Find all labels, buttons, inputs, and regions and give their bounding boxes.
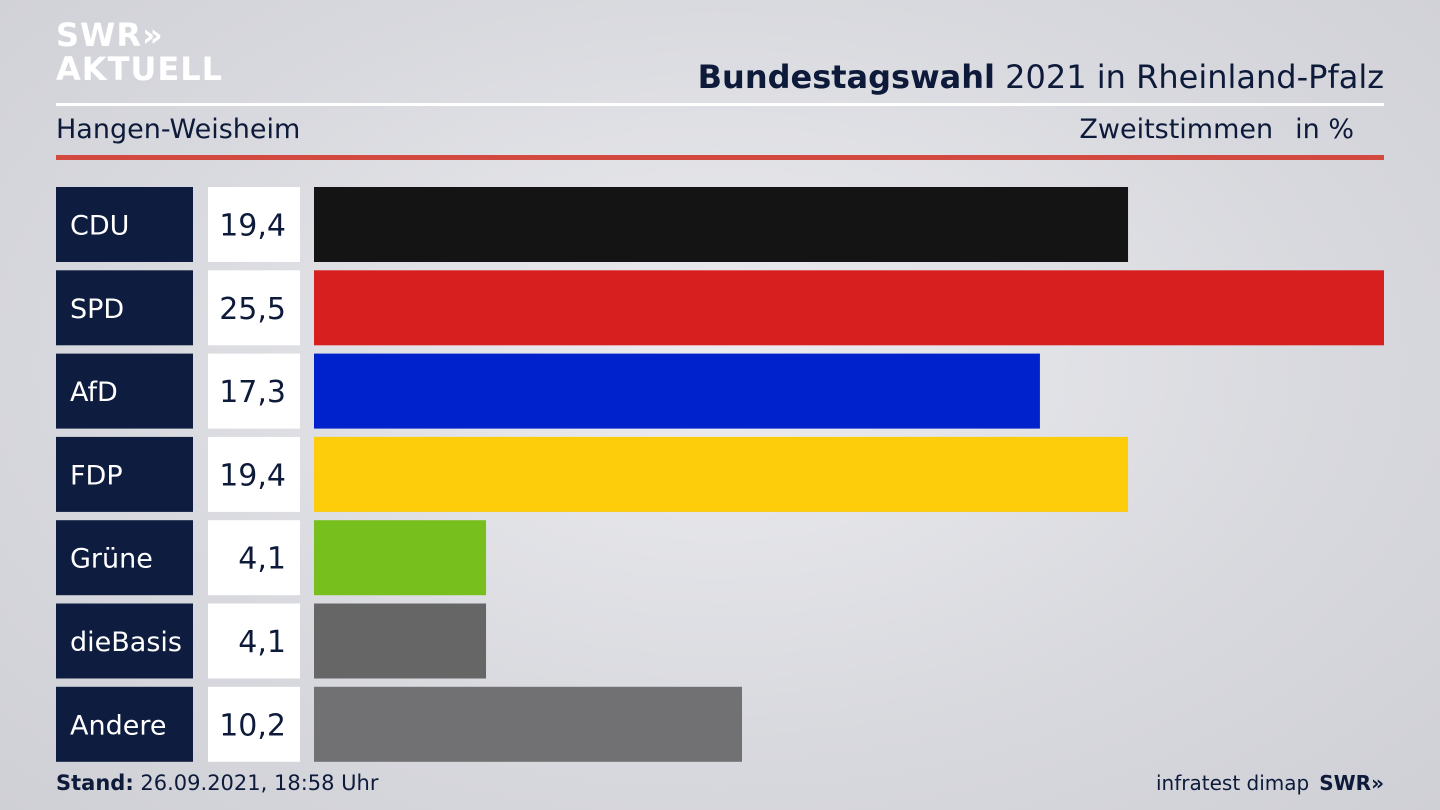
party-label-box xyxy=(56,520,193,596)
bar-gr-ne xyxy=(314,520,487,596)
party-label-box xyxy=(56,187,193,262)
location-label: Hangen-Weisheim xyxy=(56,114,301,145)
bar-row-diebasis: dieBasis 4,1 xyxy=(56,603,487,679)
swr-aktuell-logo: SWR» AKTUELL xyxy=(56,18,223,86)
accent-divider xyxy=(56,155,1384,160)
timestamp-value: 26.09.2021, 18:58 Uhr xyxy=(133,771,379,795)
measure-name: Zweitstimmen xyxy=(1079,114,1274,145)
data-label: 17,3 xyxy=(219,375,286,410)
timestamp: Stand: 26.09.2021, 18:58 Uhr xyxy=(56,771,379,795)
bar-spd xyxy=(314,270,1384,346)
data-label: 4,1 xyxy=(238,542,286,577)
party-label: AfD xyxy=(70,377,118,408)
source-credit: infratest dimap SWR» xyxy=(1156,771,1384,795)
bar-cdu xyxy=(314,187,1129,262)
timestamp-label: Stand: xyxy=(56,771,134,795)
party-label-box xyxy=(56,353,193,429)
chart-title: Bundestagswahl 2021 in Rheinland-Pfalz xyxy=(698,58,1384,96)
bar-diebasis xyxy=(314,603,487,679)
bar-row-afd: AfD 17,3 xyxy=(56,353,1040,429)
data-label: 19,4 xyxy=(219,458,286,493)
bar-row-cdu: CDU 19,4 xyxy=(56,187,1129,262)
party-label-box xyxy=(56,603,193,679)
party-label: Grüne xyxy=(70,544,153,575)
data-label: 4,1 xyxy=(238,625,286,660)
value-label-box xyxy=(208,353,300,429)
chart-title-rest: 2021 in Rheinland-Pfalz xyxy=(995,58,1384,96)
party-label: dieBasis xyxy=(70,627,182,658)
value-label-box xyxy=(208,187,300,262)
header-divider xyxy=(56,103,1384,106)
bar-andere xyxy=(314,686,742,762)
bar-row-spd: SPD 25,5 xyxy=(56,270,1384,346)
data-label: 10,2 xyxy=(219,708,286,743)
party-label: Andere xyxy=(70,710,166,741)
party-label-box xyxy=(56,436,193,512)
chart-title-bold: Bundestagswahl xyxy=(697,58,995,96)
bar-afd xyxy=(314,353,1040,429)
party-label: CDU xyxy=(70,211,129,242)
measure-label: Zweitstimmen in % xyxy=(1079,114,1354,145)
bar-row-andere: Andere 10,2 xyxy=(56,686,742,762)
value-label-box xyxy=(208,520,300,596)
bar-row-gr-ne: Grüne 4,1 xyxy=(56,520,487,596)
bar-fdp xyxy=(314,436,1129,512)
logo-line-1: SWR» xyxy=(56,16,164,54)
party-label-box xyxy=(56,270,193,346)
swr-logo-small: SWR» xyxy=(1319,771,1384,795)
party-label-box xyxy=(56,686,193,762)
measure-unit: in % xyxy=(1295,114,1354,145)
bar-row-fdp: FDP 19,4 xyxy=(56,436,1129,512)
party-label: SPD xyxy=(70,294,124,325)
value-label-box xyxy=(208,436,300,512)
data-label: 25,5 xyxy=(219,292,286,327)
source-name: infratest dimap xyxy=(1156,771,1310,795)
party-label: FDP xyxy=(70,460,123,491)
value-label-box xyxy=(208,686,300,762)
data-label: 19,4 xyxy=(219,209,286,244)
value-label-box xyxy=(208,603,300,679)
value-label-box xyxy=(208,270,300,346)
logo-line-2: AKTUELL xyxy=(56,50,224,88)
